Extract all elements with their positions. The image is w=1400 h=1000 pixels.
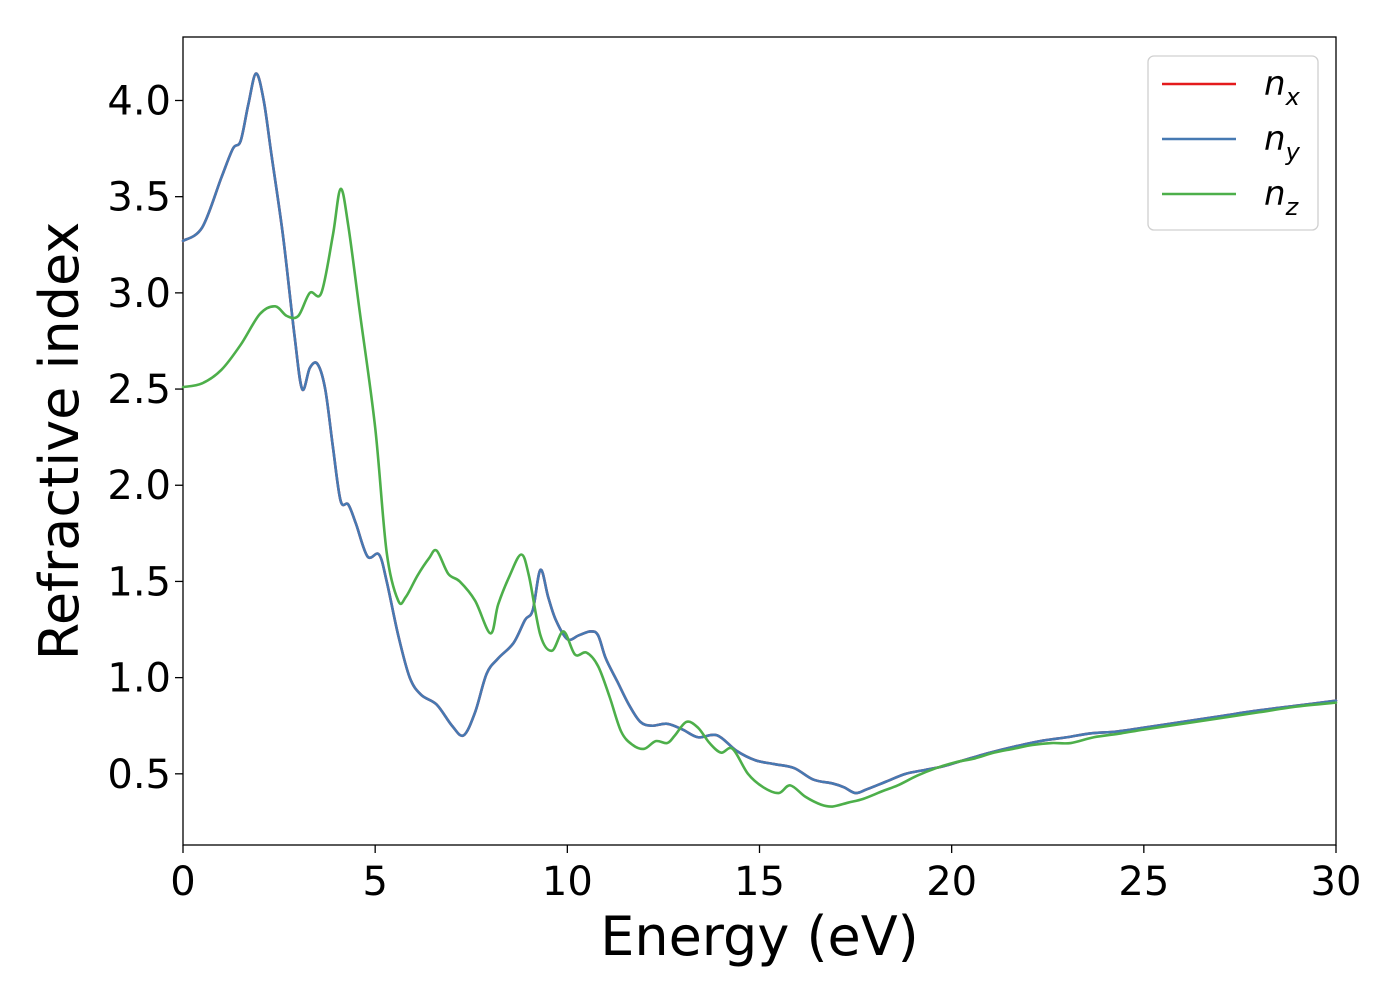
y-tick-label: 0.5 — [107, 752, 171, 798]
x-tick-label: 25 — [1118, 859, 1169, 905]
x-tick-label: 5 — [362, 859, 387, 905]
y-tick-label: 3.0 — [107, 271, 171, 317]
x-axis-ticks: 0 5 10 15 20 25 30 — [170, 845, 1361, 905]
y-tick-label: 1.0 — [107, 656, 171, 702]
y-tick-label: 4.0 — [107, 78, 171, 124]
legend-label-ny: ny — [1264, 119, 1301, 166]
x-axis-title: Energy (eV) — [600, 905, 919, 968]
x-tick-label: 15 — [734, 859, 785, 905]
y-axis-title: Refractive index — [28, 222, 91, 661]
y-tick-label: 2.0 — [107, 463, 171, 509]
x-tick-label: 30 — [1311, 859, 1362, 905]
x-tick-label: 20 — [926, 859, 977, 905]
series-line-nz — [181, 187, 1338, 808]
x-tick-label: 10 — [542, 859, 593, 905]
legend-label-nx: nx — [1264, 64, 1301, 111]
y-axis-ticks: 0.5 1.0 1.5 2.0 2.5 3.0 3.5 4.0 — [107, 78, 183, 798]
legend-label-nz: nz — [1264, 174, 1300, 221]
y-tick-label: 2.5 — [107, 367, 171, 413]
legend-box — [1147, 55, 1319, 231]
legend: nx ny nz — [1147, 55, 1319, 231]
y-tick-label: 3.5 — [107, 175, 171, 221]
x-tick-label: 0 — [170, 859, 195, 905]
series-layer — [181, 72, 1338, 808]
y-tick-label: 1.5 — [107, 559, 171, 605]
